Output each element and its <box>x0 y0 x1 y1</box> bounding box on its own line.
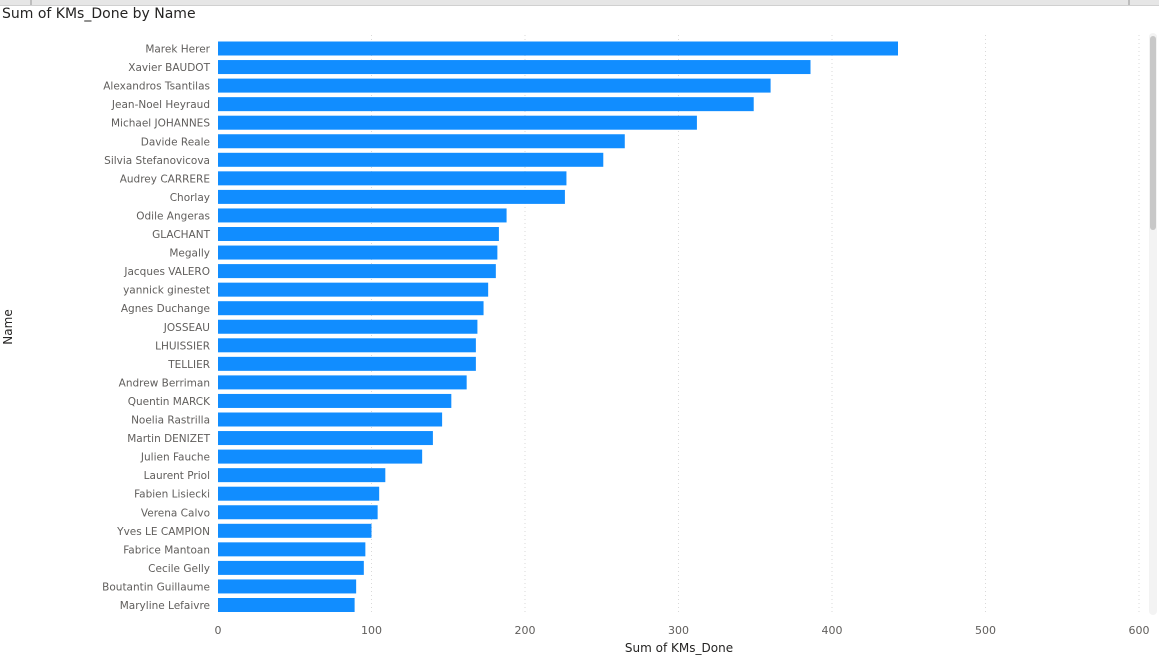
bar[interactable] <box>218 393 452 408</box>
y-category-label: Fabien Lisiecki <box>134 489 210 501</box>
bar[interactable] <box>218 319 478 334</box>
vertical-scrollbar-track[interactable] <box>1149 33 1157 615</box>
bar[interactable] <box>218 412 443 427</box>
x-tick-label: 100 <box>361 624 382 637</box>
bar[interactable] <box>218 468 386 483</box>
y-category-label: Alexandros Tsantilas <box>103 81 210 93</box>
y-category-label: Chorlay <box>170 192 210 204</box>
y-category-label: Andrew Berriman <box>119 377 210 389</box>
bar[interactable] <box>218 523 372 538</box>
y-axis-title: Name <box>1 309 15 344</box>
bar[interactable] <box>218 579 357 594</box>
bar[interactable] <box>218 356 476 371</box>
y-category-label: Jean-Noel Heyraud <box>111 99 210 111</box>
bar[interactable] <box>218 282 489 297</box>
bar[interactable] <box>218 431 433 446</box>
bars <box>218 41 899 612</box>
bar[interactable] <box>218 486 380 501</box>
y-category-label: Yves LE CAMPION <box>116 526 210 538</box>
x-tick-label: 300 <box>668 624 689 637</box>
bar[interactable] <box>218 449 423 464</box>
y-category-label: Audrey CARRERE <box>120 173 210 185</box>
visual-header-notch <box>1128 0 1130 5</box>
bar[interactable] <box>218 227 499 241</box>
y-category-label: Julien Fauche <box>140 452 210 464</box>
x-axis-ticks: 0 100 200 300 400 500 600 <box>215 624 1150 637</box>
y-category-label: Jacques VALERO <box>123 266 210 278</box>
bar[interactable] <box>218 338 476 353</box>
y-category-label: Laurent Priol <box>144 470 210 482</box>
bar[interactable] <box>218 598 355 612</box>
x-axis-title: Sum of KMs_Done <box>625 641 733 655</box>
bar[interactable] <box>218 78 771 93</box>
y-category-label: Quentin MARCK <box>128 396 211 408</box>
bar[interactable] <box>218 560 364 575</box>
bar[interactable] <box>218 301 484 316</box>
y-category-label: Noelia Rastrilla <box>131 415 210 427</box>
chart-title: Sum of KMs_Done by Name <box>2 6 196 22</box>
bar[interactable] <box>218 264 496 279</box>
x-tick-label: 600 <box>1129 624 1150 637</box>
y-category-label: TELLIER <box>167 359 210 371</box>
y-axis-labels: Marek Herer Xavier BAUDOT Alexandros Tsant… <box>102 44 211 613</box>
bar[interactable] <box>218 375 467 390</box>
y-category-label: Cecile Gelly <box>148 563 210 575</box>
bar[interactable] <box>218 171 567 186</box>
bar[interactable] <box>218 60 811 75</box>
y-category-label: Boutantin Guillaume <box>102 581 210 593</box>
visual-header-notch <box>30 0 32 5</box>
x-tick-label: 200 <box>515 624 536 637</box>
y-category-label: Agnes Duchange <box>121 303 210 315</box>
y-category-label: Xavier BAUDOT <box>128 62 210 74</box>
y-category-label: Marek Herer <box>145 44 210 56</box>
y-category-label: Fabrice Mantoan <box>123 544 210 556</box>
gridlines <box>371 35 1140 615</box>
x-tick-label: 500 <box>975 624 996 637</box>
bar[interactable] <box>218 97 754 112</box>
y-category-label: yannick ginestet <box>123 285 210 297</box>
bar[interactable] <box>218 542 366 557</box>
bar[interactable] <box>218 41 899 56</box>
bar[interactable] <box>218 245 498 260</box>
y-category-label: Davide Reale <box>141 136 210 148</box>
x-tick-label: 400 <box>822 624 843 637</box>
y-category-label: Odile Angeras <box>136 210 210 222</box>
y-category-label: LHUISSIER <box>155 340 210 352</box>
y-category-label: Martin DENIZET <box>127 433 210 445</box>
y-category-label: GLACHANT <box>152 229 210 241</box>
x-tick-label: 0 <box>215 624 222 637</box>
y-category-label: Megally <box>169 248 210 260</box>
bar[interactable] <box>218 505 378 520</box>
vertical-scrollbar-thumb[interactable] <box>1150 36 1156 230</box>
bar[interactable] <box>218 152 604 167</box>
y-category-label: Silvia Stefanovicova <box>104 155 210 167</box>
y-category-label: Verena Calvo <box>141 507 210 519</box>
bar[interactable] <box>218 208 507 223</box>
y-category-label: JOSSEAU <box>163 322 210 334</box>
bar[interactable] <box>218 115 697 130</box>
y-category-label: Maryline Lefaivre <box>120 600 210 612</box>
y-category-label: Michael JOHANNES <box>111 118 210 130</box>
bar[interactable] <box>218 189 565 204</box>
visual-top-border <box>0 0 1159 6</box>
bar[interactable] <box>218 134 625 149</box>
